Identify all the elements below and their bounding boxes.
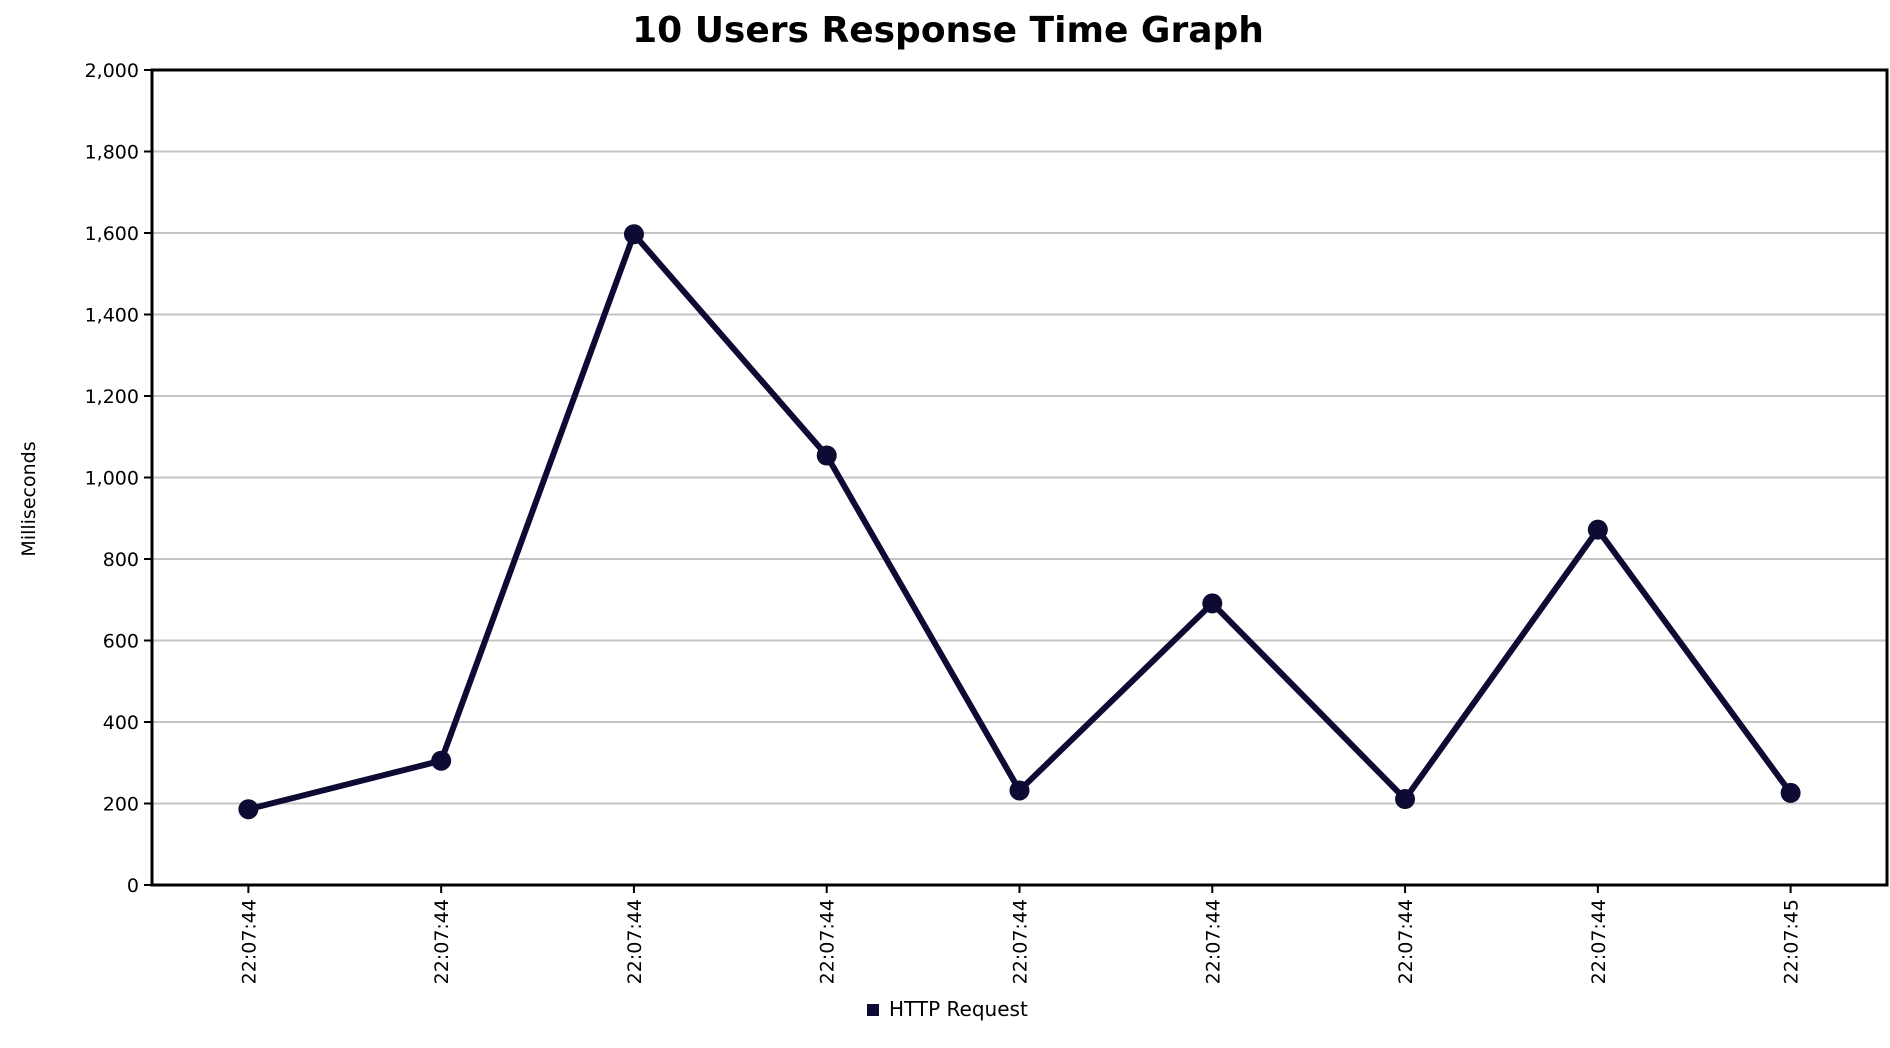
- chart-title: 10 Users Response Time Graph: [632, 10, 1264, 51]
- y-tick-label: 1,600: [85, 223, 139, 245]
- data-point: [238, 799, 259, 820]
- x-tick-label: 22:07:44: [624, 899, 646, 984]
- x-tick-label: 22:07:44: [1010, 899, 1032, 984]
- y-tick-label: 0: [127, 875, 139, 897]
- data-point: [1009, 780, 1030, 801]
- x-tick-label: 22:07:44: [1202, 899, 1224, 984]
- data-point: [1395, 789, 1416, 810]
- data-point: [623, 224, 644, 245]
- y-tick-label: 1,200: [85, 386, 139, 408]
- x-tick-label: 22:07:44: [817, 899, 839, 984]
- y-tick-label: 1,000: [85, 468, 139, 490]
- y-tick-label: 600: [103, 631, 139, 653]
- legend-swatch: [867, 1004, 879, 1016]
- legend-label: HTTP Request: [889, 997, 1028, 1021]
- y-tick-label: 1,400: [85, 305, 139, 327]
- x-tick-label: 22:07:45: [1781, 899, 1803, 984]
- gridlines: [152, 150, 1887, 805]
- data-point: [1780, 782, 1801, 803]
- y-axis-label: Milliseconds: [18, 441, 40, 556]
- y-tick-label: 200: [103, 794, 139, 816]
- y-tick-label: 800: [103, 549, 139, 571]
- x-tick-label: 22:07:44: [1395, 899, 1417, 984]
- x-tick-label: 22:07:44: [431, 899, 453, 984]
- data-point: [1202, 593, 1223, 614]
- y-tick-label: 2,000: [85, 60, 139, 82]
- data-point: [816, 445, 837, 466]
- data-point: [1587, 519, 1608, 540]
- legend: HTTP Request: [867, 997, 1028, 1021]
- data-point: [431, 750, 452, 771]
- x-tick-label: 22:07:44: [238, 899, 260, 984]
- y-tick-label: 1,800: [85, 142, 139, 164]
- x-tick-label: 22:07:44: [1588, 899, 1610, 984]
- series-layer: [238, 224, 1801, 820]
- axes: 0 200 400 600 800 1,000 1,200 1,400 1,600 1,800 2,…: [85, 60, 1889, 984]
- y-tick-label: 400: [103, 712, 139, 734]
